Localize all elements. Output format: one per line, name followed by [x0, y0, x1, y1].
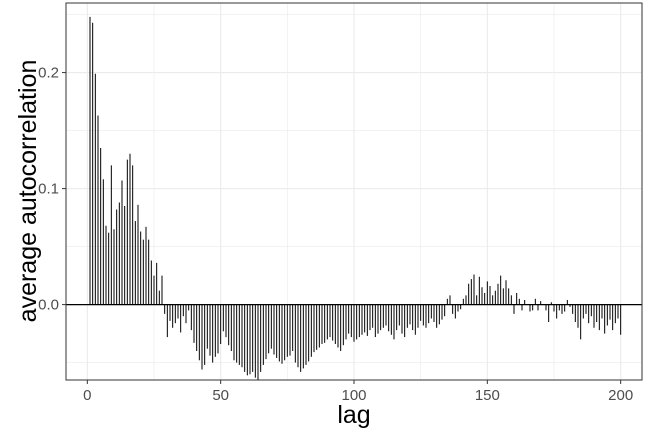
y-tick-label: 0.2 [38, 65, 59, 82]
bars [89, 16, 622, 380]
x-tick-label: 200 [608, 387, 633, 404]
y-tick-label: 0.1 [38, 181, 59, 198]
x-tick-label: 0 [83, 387, 91, 404]
x-tick-label: 50 [212, 387, 229, 404]
x-tick-label: 100 [341, 387, 366, 404]
panel [65, 2, 643, 381]
y-axis: 0.0 0.1 0.2 [38, 65, 66, 314]
y-axis-title: average autocorrelation [14, 60, 42, 323]
x-tick-label: 150 [475, 387, 500, 404]
x-axis-title: lag [337, 401, 370, 429]
y-tick-label: 0.0 [38, 297, 59, 314]
x-axis: 0 50 100 150 200 [83, 380, 633, 404]
